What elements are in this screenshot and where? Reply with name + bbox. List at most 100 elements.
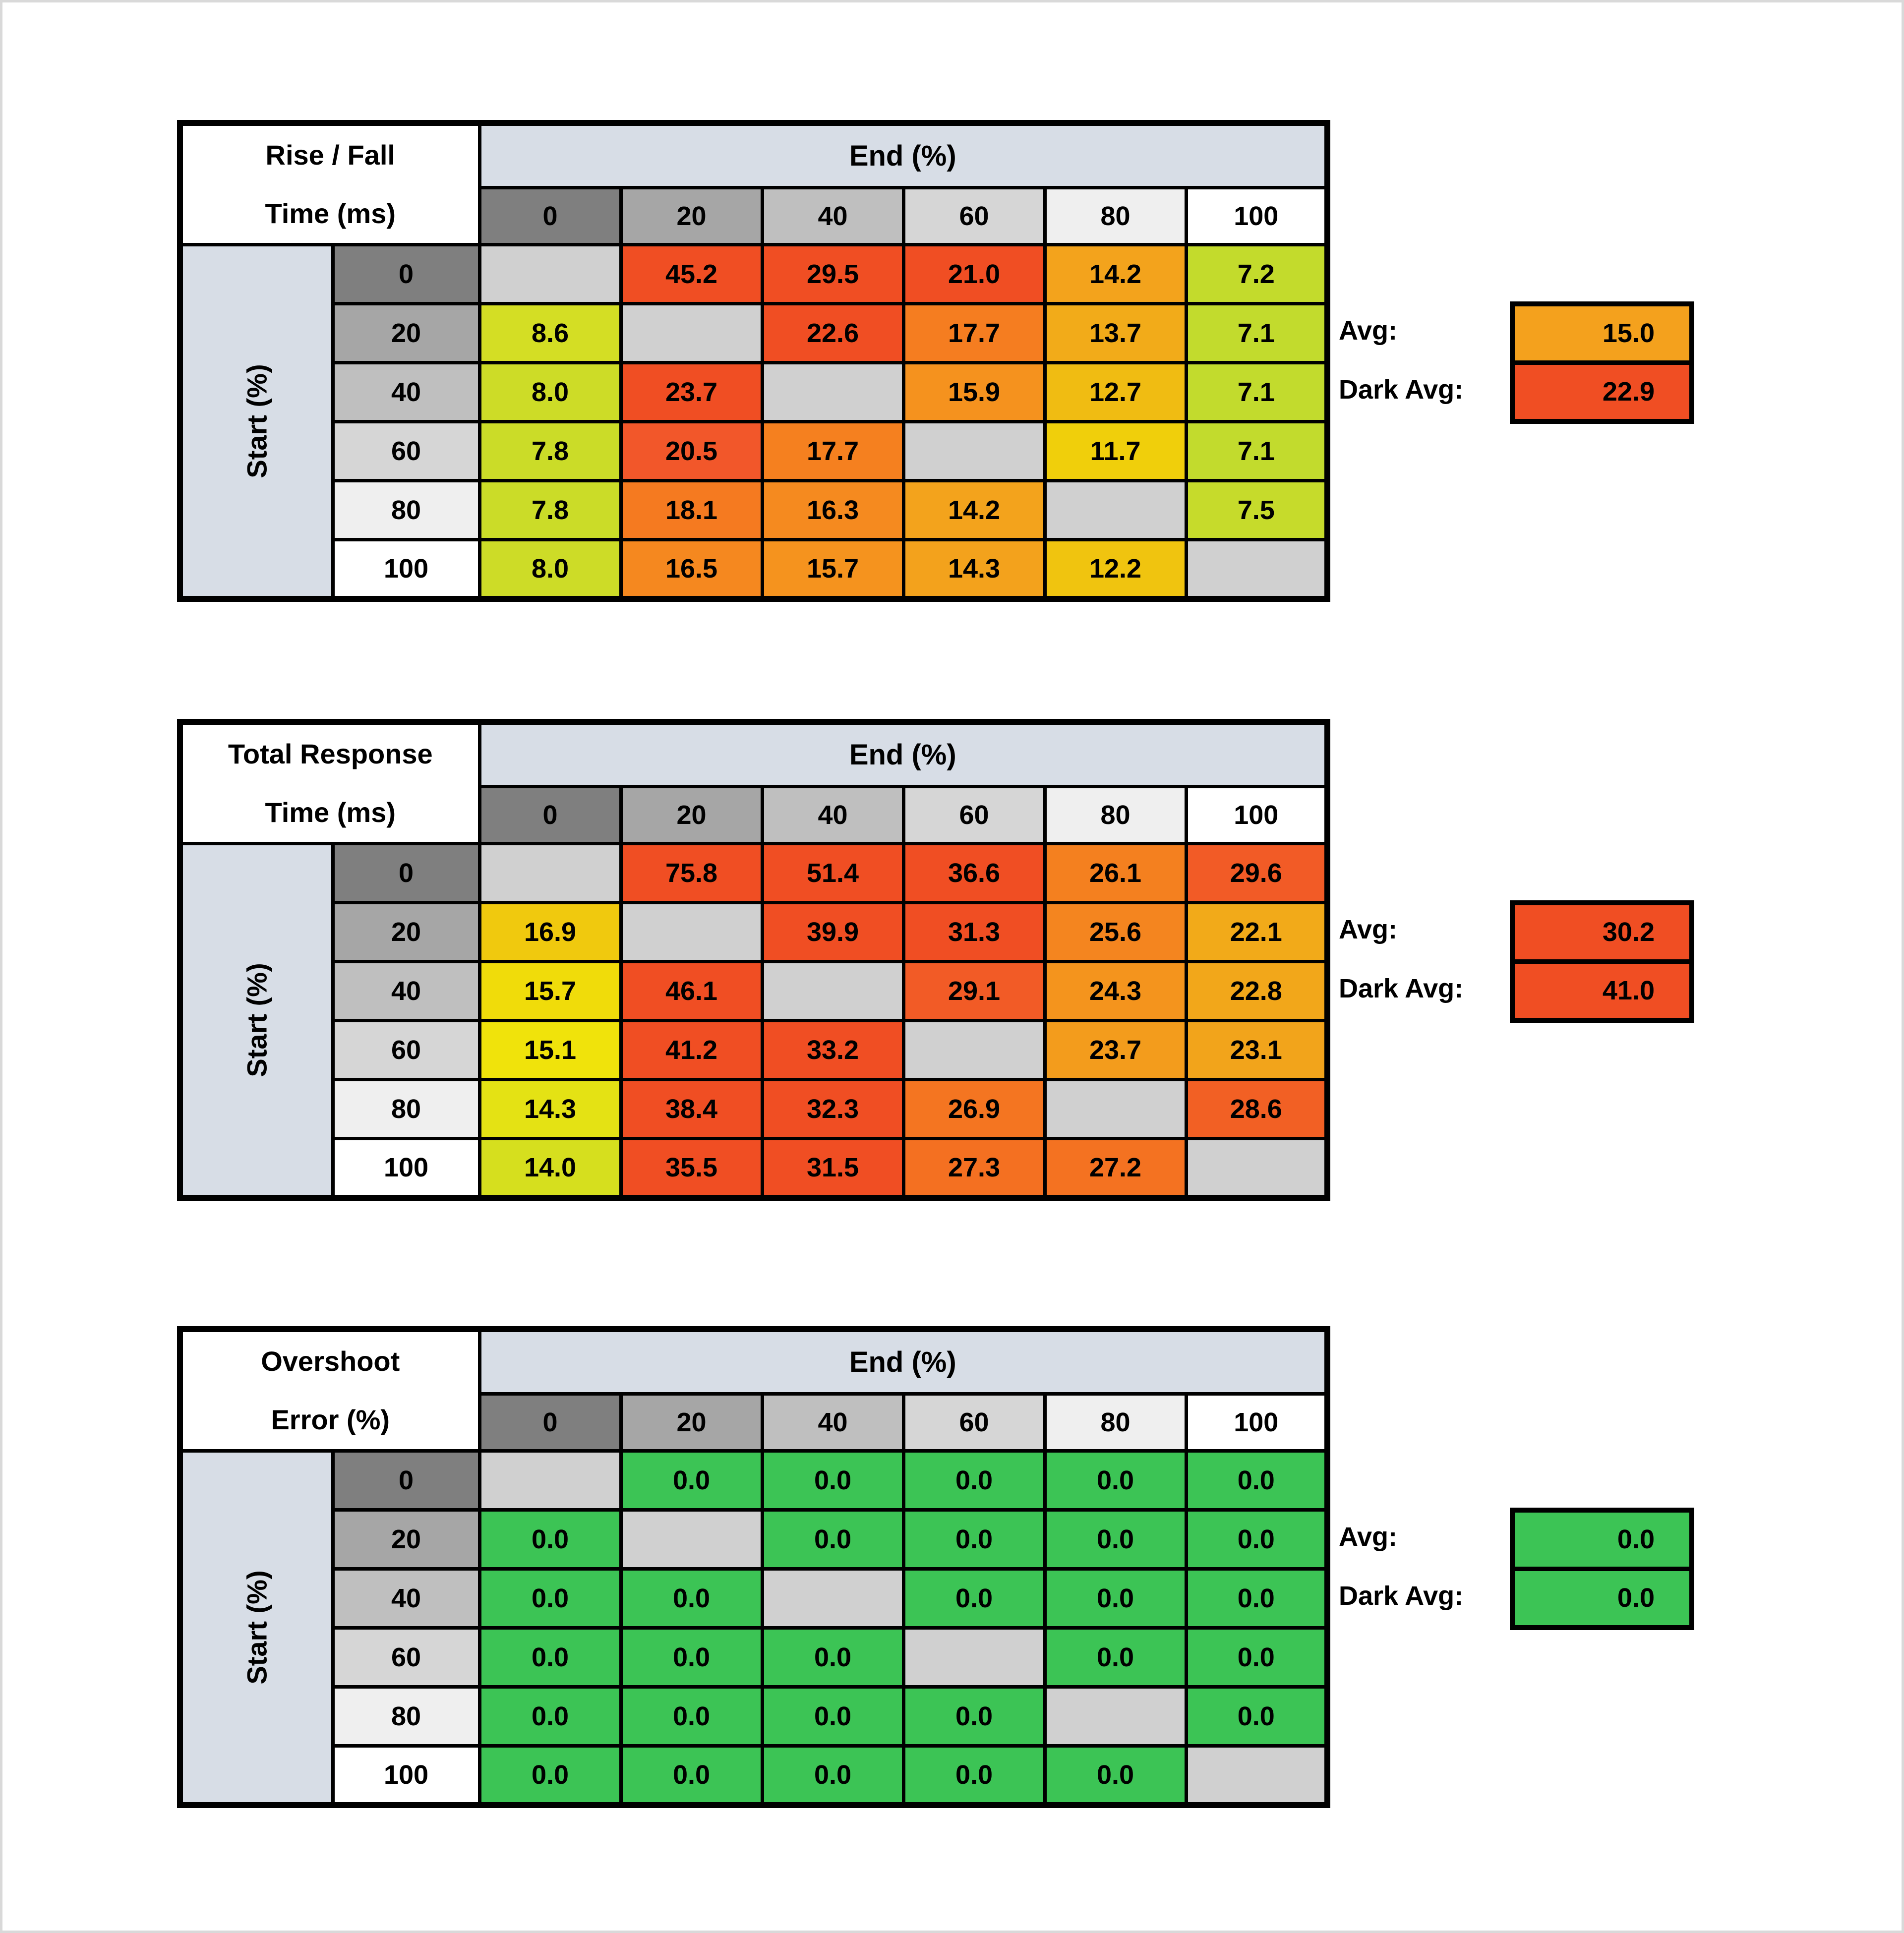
row-header-60: 60 (331, 1626, 481, 1689)
table-row: 40 15.7 46.1 29.1 24.3 22.8 (180, 960, 1329, 1022)
data-cell: 0.0 (901, 1685, 1047, 1748)
diagonal-cell (760, 1567, 905, 1630)
diagonal-cell (1184, 1744, 1329, 1807)
col-header-20: 20 (619, 785, 764, 845)
row-header-0: 0 (331, 1449, 481, 1512)
table-row: 80 7.8 18.1 16.3 14.2 7.5 (180, 479, 1329, 541)
data-cell: 36.6 (901, 842, 1047, 904)
data-cell: 39.9 (760, 901, 905, 963)
table-row: Start (%) 0 0.0 0.0 0.0 0.0 0.0 (178, 1449, 1329, 1807)
table-row: 60 0.0 0.0 0.0 0.0 0.0 (180, 1626, 1329, 1689)
row-header-100: 100 (331, 538, 481, 600)
data-cell: 41.2 (619, 1019, 764, 1081)
data-cell: 26.9 (901, 1078, 1047, 1140)
table-row: 100 0.0 0.0 0.0 0.0 0.0 (180, 1744, 1329, 1807)
data-cell: 7.1 (1184, 302, 1329, 364)
row-header-20: 20 (331, 901, 481, 963)
table-title-line1: Overshoot (261, 1346, 400, 1377)
data-cell: 0.0 (1184, 1626, 1329, 1689)
data-cell: 15.1 (477, 1019, 623, 1081)
avg-value: 30.2 (1515, 905, 1689, 964)
data-cell: 0.0 (901, 1567, 1047, 1630)
data-cell: 18.1 (619, 479, 764, 541)
data-cell: 0.0 (619, 1744, 764, 1807)
diagonal-cell (901, 420, 1047, 482)
data-cell: 0.0 (1043, 1744, 1188, 1807)
data-cell: 15.7 (760, 538, 905, 600)
table-row: 100 14.0 35.5 31.5 27.3 27.2 (180, 1137, 1329, 1199)
summary-box-rise-fall: 15.0 22.9 (1510, 301, 1694, 424)
data-cell: 51.4 (760, 842, 905, 904)
row-header-20: 20 (331, 1508, 481, 1571)
data-cell: 12.7 (1043, 361, 1188, 423)
col-header-80: 80 (1043, 186, 1188, 246)
start-axis-label: Start (%) (241, 963, 273, 1077)
data-cell: 11.7 (1043, 420, 1188, 482)
col-header-100: 100 (1184, 1392, 1329, 1453)
col-header-0: 0 (477, 186, 623, 246)
diagonal-cell (619, 302, 764, 364)
data-cell: 8.0 (477, 538, 623, 600)
col-header-100: 100 (1184, 785, 1329, 845)
row-header-80: 80 (331, 479, 481, 541)
diagonal-cell (619, 901, 764, 963)
row-header-40: 40 (331, 960, 481, 1022)
start-axis-label: Start (%) (241, 1570, 273, 1685)
data-cell: 0.0 (477, 1744, 623, 1807)
table-title-line1: Rise / Fall (265, 139, 395, 171)
data-cell: 0.0 (619, 1449, 764, 1512)
col-header-40: 40 (760, 785, 905, 845)
data-cell: 45.2 (619, 243, 764, 305)
diagonal-cell (619, 1508, 764, 1571)
summary-labels-overshoot: Avg: Dark Avg: (1339, 1508, 1510, 1626)
data-cell: 21.0 (901, 243, 1047, 305)
table-row: 40 0.0 0.0 0.0 0.0 0.0 (180, 1567, 1329, 1630)
data-cell: 15.9 (901, 361, 1047, 423)
start-axis-label: Start (%) (241, 364, 273, 478)
data-cell: 14.2 (1043, 243, 1188, 305)
data-cell: 7.8 (477, 420, 623, 482)
heatmap-table-overshoot-error: Overshoot Error (%) End (%) 0 20 40 60 80 100 Sta… (177, 1326, 1330, 1808)
avg-label: Avg: (1339, 915, 1397, 944)
row-header-40: 40 (331, 361, 481, 423)
table-row: 60 15.1 41.2 33.2 23.7 23.1 (180, 1019, 1329, 1081)
data-cell: 0.0 (760, 1744, 905, 1807)
col-header-60: 60 (901, 186, 1047, 246)
avg-label: Avg: (1339, 1522, 1397, 1552)
data-cell: 7.5 (1184, 479, 1329, 541)
start-axis-label-cell: Start (%) (178, 842, 335, 1199)
diagonal-cell (477, 1449, 623, 1512)
row-header-80: 80 (331, 1078, 481, 1140)
data-cell: 0.0 (619, 1626, 764, 1689)
data-cell: 29.1 (901, 960, 1047, 1022)
data-cell: 7.2 (1184, 243, 1329, 305)
table-row: 80 14.3 38.4 32.3 26.9 28.6 (180, 1078, 1329, 1140)
data-cell: 16.9 (477, 901, 623, 963)
data-cell: 0.0 (760, 1449, 905, 1512)
dark-avg-label: Dark Avg: (1339, 375, 1464, 405)
diagonal-cell (477, 842, 623, 904)
data-cell: 0.0 (901, 1449, 1047, 1512)
table-title-line2: Error (%) (271, 1404, 390, 1435)
data-cell: 8.6 (477, 302, 623, 364)
data-cell: 0.0 (1043, 1567, 1188, 1630)
row-header-20: 20 (331, 302, 481, 364)
data-cell: 0.0 (619, 1685, 764, 1748)
col-header-20: 20 (619, 1392, 764, 1453)
table-title-line1: Total Response (228, 738, 433, 769)
diagonal-cell (901, 1626, 1047, 1689)
diagonal-cell (1043, 479, 1188, 541)
data-cell: 0.0 (477, 1508, 623, 1571)
data-cell: 31.3 (901, 901, 1047, 963)
row-header-60: 60 (331, 420, 481, 482)
data-cell: 27.2 (1043, 1137, 1188, 1199)
data-cell: 23.7 (619, 361, 764, 423)
data-cell: 0.0 (901, 1744, 1047, 1807)
heatmap-table-rise-fall-time: Rise / Fall Time (ms) End (%) 0 20 40 60 80 100 S… (177, 120, 1330, 602)
data-cell: 20.5 (619, 420, 764, 482)
data-cell: 0.0 (1043, 1626, 1188, 1689)
table-row: 20 8.6 22.6 17.7 13.7 7.1 (180, 302, 1329, 364)
data-cell: 75.8 (619, 842, 764, 904)
table-row: 40 8.0 23.7 15.9 12.7 7.1 (180, 361, 1329, 423)
